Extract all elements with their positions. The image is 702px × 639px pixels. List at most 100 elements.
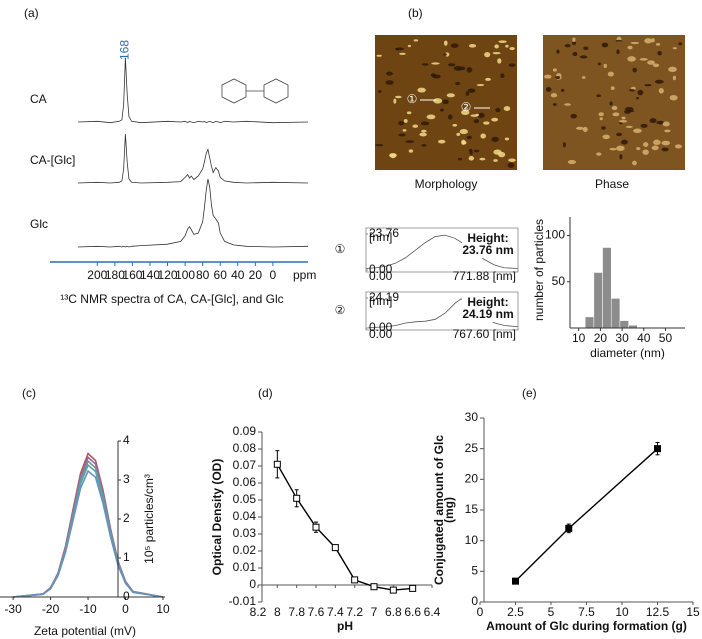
y-axis-label: Conjugated amount of Glc [432, 435, 446, 585]
data-point [273, 460, 281, 468]
x-tick-label: 2.5 [507, 605, 524, 619]
afm-feature [494, 44, 499, 49]
afm-feature [564, 44, 571, 48]
y-tick-label: 23.76 [369, 226, 399, 240]
afm-feature [639, 58, 648, 61]
afm-feature [491, 117, 499, 122]
afm-feature [426, 114, 436, 120]
afm-feature [596, 94, 601, 97]
afm-feature [413, 39, 419, 42]
x-axis-label: Zeta potential (mV) [34, 624, 136, 638]
afm-feature [440, 108, 444, 112]
afm-image [543, 35, 685, 170]
afm-feature [443, 53, 447, 56]
afm-feature [678, 42, 683, 46]
afm-feature [484, 51, 491, 58]
afm-feature [476, 83, 485, 87]
y-unit: [nm] [369, 230, 392, 244]
ring [221, 78, 247, 104]
afm-feature [564, 103, 571, 106]
spectrum [77, 179, 309, 248]
afm-feature [672, 75, 677, 81]
afm-feature [625, 125, 633, 128]
y-axis-label: (mg) [442, 497, 456, 523]
x-axis-label: diameter (nm) [590, 346, 665, 360]
afm-feature [386, 71, 393, 76]
afm-feature [567, 160, 577, 165]
afm-feature [618, 119, 628, 123]
x-tick-label: 771.88 [nm] [453, 269, 516, 283]
x-tick-label: 6.4 [424, 605, 441, 619]
x-tick-label: 0.00 [369, 269, 393, 283]
y-tick-label: 0.03 [233, 526, 257, 540]
series-label: CA-[Glc] [30, 153, 75, 167]
afm-feature [408, 149, 414, 153]
afm-feature [621, 116, 626, 120]
annotation-box [462, 232, 514, 258]
x-tick-label: -10 [79, 602, 97, 616]
afm-feature [653, 139, 661, 146]
y-tick-label: 20 [465, 472, 479, 486]
y-tick-label: 0 [249, 577, 256, 591]
afm-feature [643, 142, 649, 147]
afm-feature [459, 129, 468, 135]
afm-feature [395, 48, 400, 51]
afm-feature [655, 43, 661, 46]
y-tick-label: 0.00 [369, 320, 393, 334]
x-tick-label: 20 [249, 268, 263, 282]
afm-feature [583, 46, 589, 51]
y-tick-label: 3 [123, 472, 130, 486]
x-axis-label: ppm [293, 268, 316, 282]
height-profile [365, 234, 519, 269]
afm-feature [621, 139, 628, 145]
afm-feature [545, 86, 552, 92]
height-annotation: 24.19 nm [462, 307, 513, 321]
x-axis-label: pH [337, 619, 353, 633]
afm-feature [468, 148, 473, 152]
peak-label: 168 [118, 40, 132, 60]
x-tick-label: 0.00 [369, 327, 393, 341]
x-tick-label: 6.8 [385, 605, 402, 619]
afm-feature [612, 112, 620, 117]
afm-feature [619, 154, 623, 160]
afm-feature [596, 152, 602, 156]
x-tick-label: 5 [548, 605, 555, 619]
afm-feature [431, 62, 440, 65]
y-axis-label: 10⁵ particles/cm³ [142, 474, 156, 564]
afm-feature [504, 137, 510, 141]
afm-feature [466, 135, 472, 140]
afm-feature [651, 145, 659, 151]
afm-feature [603, 63, 607, 68]
afm-feature [398, 133, 406, 137]
y-tick-label: 100 [545, 228, 565, 242]
afm-feature [402, 129, 407, 132]
afm-feature [508, 63, 516, 67]
caption: ¹³C NMR spectra of CA, CA-[Glc], and Glc [60, 292, 283, 306]
y-tick-label: 0.01 [233, 560, 257, 574]
x-tick-label: 0 [122, 602, 129, 616]
afm-feature [575, 126, 584, 130]
afm-feature [601, 42, 609, 48]
profile-marker: ② [335, 303, 346, 317]
x-tick-label: 10 [572, 331, 586, 345]
afm-feature [572, 41, 577, 46]
afm-feature [468, 44, 477, 48]
afm-feature [629, 89, 635, 92]
afm-feature [406, 111, 412, 115]
height-annotation: Height: [467, 295, 508, 309]
afm-feature [654, 79, 664, 84]
x-tick-label: -20 [42, 602, 60, 616]
spectrum [77, 57, 309, 124]
height-annotation: 23.76 nm [462, 243, 513, 257]
image-caption: Morphology [415, 177, 478, 191]
afm-feature [555, 75, 561, 80]
data-point [389, 586, 397, 594]
afm-feature [375, 144, 384, 147]
image-marker: ① [407, 92, 418, 106]
afm-feature [602, 134, 610, 140]
y-tick-label: 2 [123, 511, 130, 525]
afm-feature [500, 73, 505, 79]
afm-feature [376, 54, 382, 57]
afm-feature [582, 126, 588, 132]
afm-feature [493, 159, 498, 162]
